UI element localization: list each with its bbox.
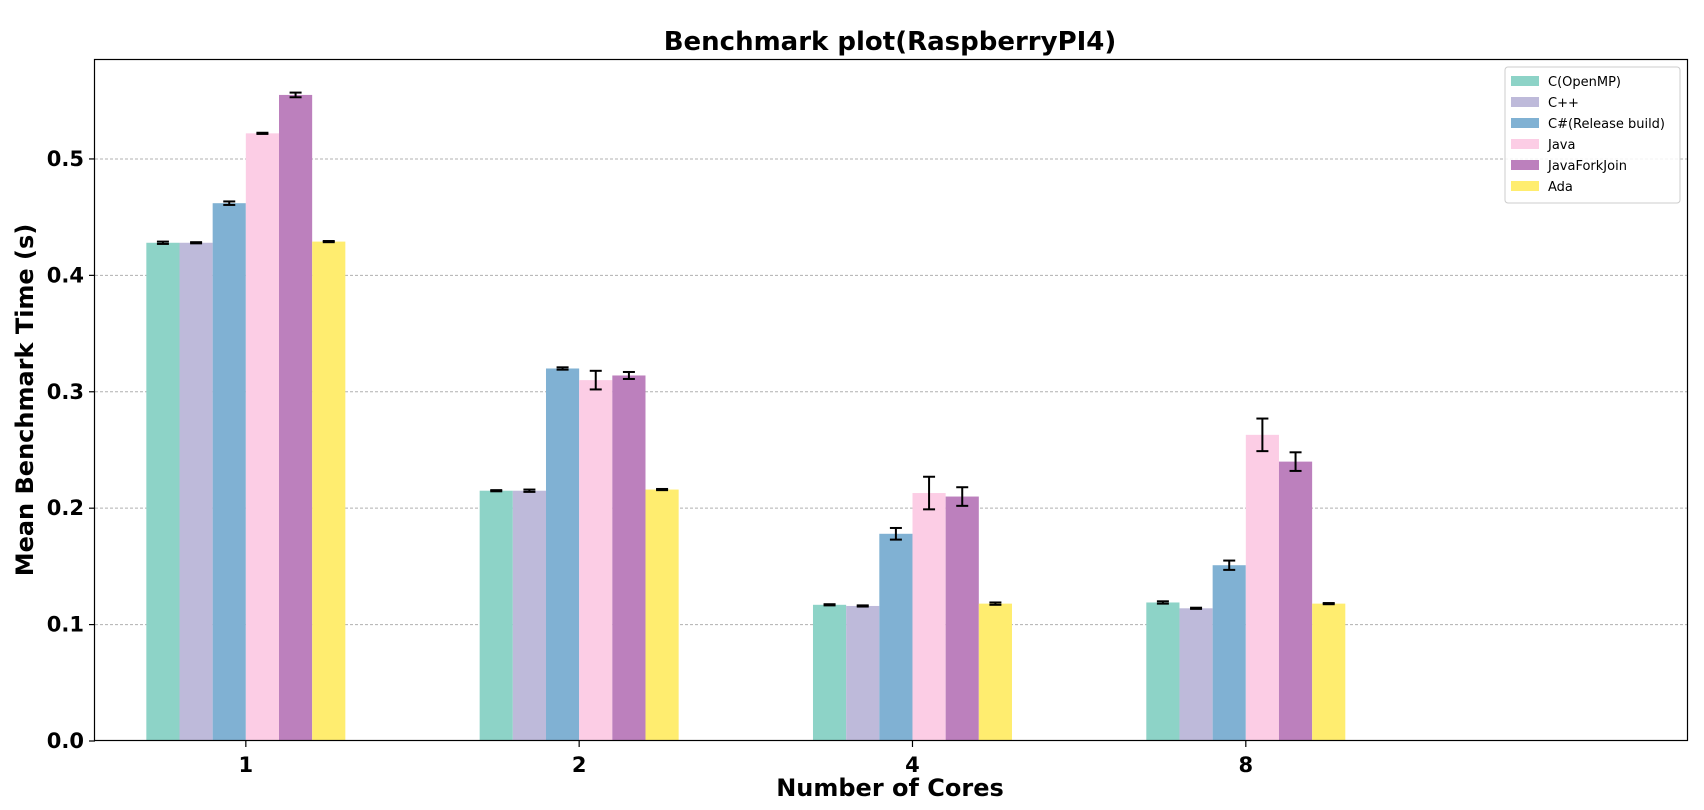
plot-frame [93, 58, 1689, 742]
bar-c--1 [179, 242, 213, 741]
legend-swatch [1511, 139, 1539, 149]
x-axis-label: Number of Cores [776, 774, 1004, 802]
bar-java-1 [245, 133, 279, 742]
x-tick-label: 4 [905, 753, 920, 777]
bar-c-openmp--1 [146, 242, 180, 741]
bar-javaforkjoin-1 [279, 94, 313, 741]
error-bars [156, 91, 1335, 610]
y-tick-label: 0.5 [47, 147, 84, 171]
bar-java-8 [1245, 434, 1279, 741]
legend-swatch [1511, 76, 1539, 86]
legend-swatch [1511, 160, 1539, 170]
bar-ada-1 [312, 241, 346, 741]
y-tick-label: 0.4 [47, 263, 84, 287]
chart-title: Benchmark plot(RaspberryPI4) [664, 27, 1117, 57]
bar-c-release-build--2 [545, 368, 580, 741]
bar-ada-2 [645, 489, 679, 741]
bar-c-openmp--4 [812, 604, 847, 741]
bar-java-2 [579, 380, 613, 741]
x-tick-label: 8 [1238, 753, 1253, 777]
bar-javaforkjoin-4 [945, 496, 979, 741]
legend-box [1504, 66, 1681, 204]
legend-label: C++ [1548, 96, 1579, 111]
legend-label: Ada [1548, 180, 1573, 195]
y-tick-label: 0.2 [47, 496, 84, 520]
bar-javaforkjoin-8 [1278, 461, 1313, 741]
legend-label: C#(Release build) [1548, 117, 1665, 132]
x-axis-ticks: 1 2 4 8 [239, 741, 1253, 777]
x-tick-label: 1 [239, 753, 254, 777]
bar-c--2 [512, 490, 546, 741]
legend: C(OpenMP) C++ C#(Release build) Java JavaFor… [1504, 66, 1681, 204]
legend-label: Java [1547, 138, 1575, 153]
y-tick-label: 0.0 [47, 729, 84, 753]
legend-swatch [1511, 181, 1539, 191]
bar-c-release-build--8 [1212, 565, 1246, 741]
bar-ada-8 [1312, 603, 1346, 741]
legend-label: C(OpenMP) [1548, 75, 1621, 90]
y-axis-ticks: 0.0 0.1 0.2 0.3 0.4 0.5 [47, 147, 95, 753]
bar-c-release-build--4 [879, 533, 913, 741]
grid-lines [95, 158, 1687, 626]
bar-c--4 [846, 605, 880, 741]
bar-c-openmp--2 [479, 490, 513, 741]
y-tick-label: 0.1 [47, 613, 84, 637]
y-tick-label: 0.3 [47, 380, 84, 404]
x-tick-label: 2 [572, 753, 587, 777]
bar-javaforkjoin-2 [612, 375, 646, 741]
bar-c--8 [1179, 608, 1213, 741]
bars [146, 94, 1346, 742]
bar-ada-4 [978, 603, 1012, 741]
legend-swatch [1511, 118, 1539, 128]
y-axis-label: Mean Benchmark Time (s) [11, 224, 39, 577]
legend-label: JavaForkJoin [1547, 159, 1627, 174]
bar-c-release-build--1 [212, 203, 246, 741]
legend-swatch [1511, 97, 1539, 107]
bar-java-4 [912, 493, 946, 741]
bar-c-openmp--8 [1146, 602, 1180, 741]
